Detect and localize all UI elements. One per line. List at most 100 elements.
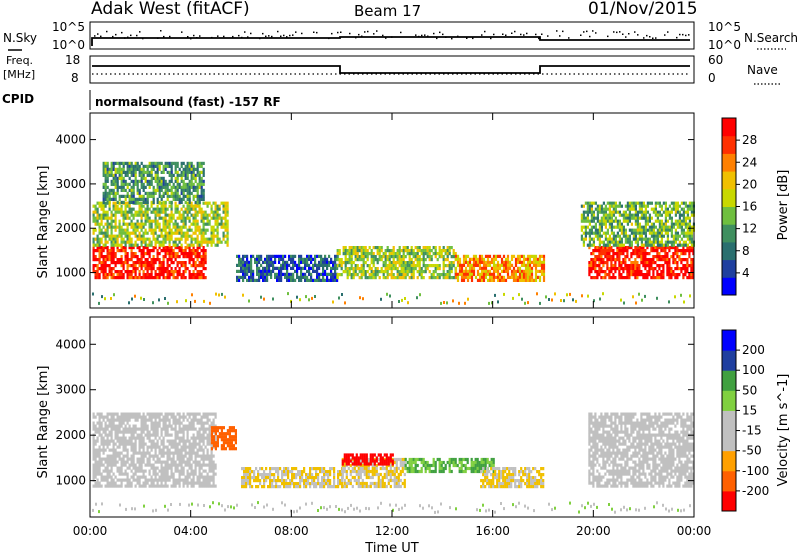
heatmap-cell xyxy=(690,225,693,229)
heatmap-cell xyxy=(106,234,109,238)
heatmap-cell xyxy=(386,264,389,268)
heatmap-cell xyxy=(108,188,111,192)
heatmap-cell xyxy=(162,439,165,443)
heatmap-cell xyxy=(506,263,510,267)
heatmap-cell xyxy=(146,213,149,217)
heatmap-cell xyxy=(634,249,637,253)
heatmap-cell xyxy=(112,188,115,192)
search-dot xyxy=(592,30,594,32)
heatmap-cell xyxy=(590,243,593,247)
heatmap-cell xyxy=(112,182,115,186)
heatmap-cell xyxy=(144,246,147,250)
heatmap-cell xyxy=(158,415,161,419)
search-dot xyxy=(628,33,630,35)
heatmap-cell xyxy=(240,275,243,279)
heatmap-cell xyxy=(92,249,95,253)
heatmap-cell xyxy=(164,179,167,183)
search-dot xyxy=(115,33,117,36)
heatmap-cell xyxy=(114,204,117,208)
heatmap-cell xyxy=(482,263,486,267)
heatmap-cell xyxy=(140,252,143,256)
heatmap-cell xyxy=(612,264,615,268)
heatmap-cell xyxy=(110,457,113,461)
heatmap-cell xyxy=(616,243,619,247)
heatmap-cell xyxy=(634,210,637,214)
heatmap-cell xyxy=(166,418,169,422)
heatmap-cell xyxy=(624,240,627,244)
heatmap-cell xyxy=(666,255,669,259)
heatmap-cell xyxy=(604,255,607,259)
heatmap-cell xyxy=(610,261,613,265)
heatmap-cell xyxy=(278,266,281,270)
heatmap-cell xyxy=(330,269,333,273)
heatmap-cell xyxy=(196,194,199,198)
heatmap-cell xyxy=(226,207,229,211)
heatmap-cell xyxy=(646,261,649,265)
heatmap-cell xyxy=(100,240,103,244)
heatmap-cell xyxy=(188,258,191,262)
heatmap-cell xyxy=(214,243,217,247)
heatmap-cell xyxy=(172,213,175,217)
heatmap-cell xyxy=(290,275,293,279)
heatmap-cell xyxy=(202,249,205,253)
heatmap-cell xyxy=(126,255,129,259)
heatmap-cell xyxy=(134,451,137,455)
heatmap-cell xyxy=(590,231,593,235)
heatmap-cell xyxy=(472,254,476,258)
heatmap-cell xyxy=(640,249,643,253)
heatmap-cell xyxy=(116,191,119,195)
heatmap-cell xyxy=(166,234,169,238)
heatmap-cell xyxy=(174,433,177,437)
heatmap-cell xyxy=(134,182,137,186)
heatmap-cell xyxy=(186,252,189,256)
heatmap-cell xyxy=(238,278,241,282)
heatmap-cell xyxy=(150,421,153,425)
heatmap-cell xyxy=(626,213,629,217)
heatmap-cell xyxy=(124,439,127,443)
heatmap-cell xyxy=(592,264,595,268)
heatmap-cell xyxy=(284,254,287,258)
heatmap-cell xyxy=(190,273,193,277)
heatmap-cell xyxy=(640,273,643,277)
heatmap-cell xyxy=(164,472,167,476)
heatmap-cell xyxy=(198,261,201,265)
heatmap-cell xyxy=(610,237,613,241)
heatmap-cell xyxy=(126,164,129,168)
heatmap-cell xyxy=(198,264,201,268)
heatmap-cell xyxy=(622,270,625,274)
heatmap-cell xyxy=(98,424,101,428)
heatmap-cell xyxy=(154,225,157,229)
heatmap-cell xyxy=(290,278,293,282)
heatmap-cell xyxy=(410,261,413,265)
heatmap-cell xyxy=(662,246,665,250)
heatmap-cell xyxy=(392,246,395,250)
heatmap-cell xyxy=(182,194,185,198)
heatmap-cell xyxy=(106,191,109,195)
heatmap-cell xyxy=(134,439,137,443)
heatmap-cell xyxy=(412,276,415,280)
heatmap-cell xyxy=(376,261,379,265)
heatmap-cell xyxy=(112,219,115,223)
heatmap-cell xyxy=(104,427,107,431)
heatmap-cell xyxy=(628,243,631,247)
heatmap-cell xyxy=(122,179,125,183)
heatmap-cell xyxy=(602,249,605,253)
heatmap-cell xyxy=(126,457,129,461)
heatmap-cell xyxy=(494,293,496,297)
heatmap-cell xyxy=(692,246,695,250)
heatmap-cell xyxy=(140,276,143,280)
heatmap-cell xyxy=(144,176,147,180)
heatmap-cell xyxy=(414,267,417,271)
heatmap-cell xyxy=(162,246,165,250)
heatmap-cell xyxy=(634,273,637,277)
heatmap-cell xyxy=(130,484,133,488)
heatmap-cell xyxy=(176,442,179,446)
heatmap-cell xyxy=(378,255,381,259)
heatmap-cell xyxy=(682,264,685,268)
heatmap-cell xyxy=(196,213,199,217)
heatmap-cell xyxy=(498,275,502,279)
heatmap-cell xyxy=(320,260,323,264)
heatmap-cell xyxy=(142,264,145,268)
heatmap-cell xyxy=(178,231,181,235)
heatmap-cell xyxy=(636,267,639,271)
